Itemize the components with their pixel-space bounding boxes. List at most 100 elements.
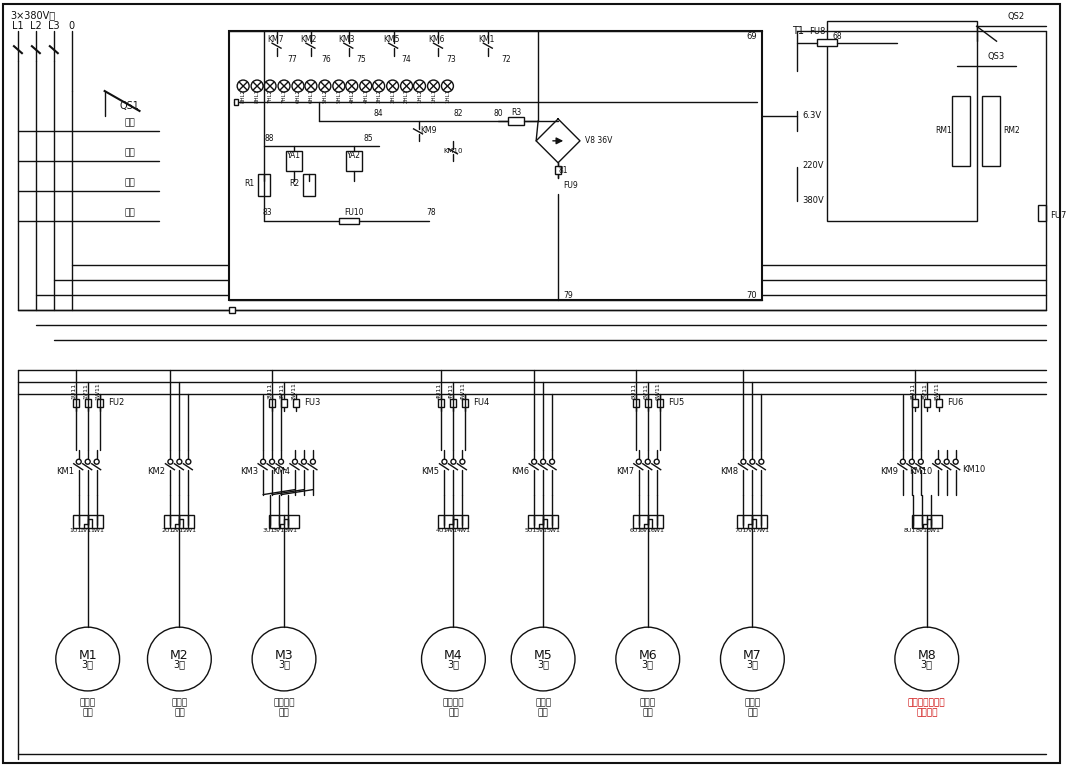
Circle shape [740, 459, 746, 464]
Text: 电机: 电机 [642, 709, 653, 717]
Bar [258, 174, 270, 196]
Circle shape [270, 459, 274, 464]
Circle shape [531, 459, 537, 464]
Text: 6V11: 6V11 [643, 383, 649, 399]
Text: 6W1: 6W1 [651, 528, 665, 533]
Text: 2V1: 2V1 [172, 528, 184, 533]
Circle shape [936, 459, 940, 464]
Text: KM3: KM3 [240, 467, 258, 476]
Bar [528, 515, 558, 528]
Circle shape [944, 459, 950, 464]
Text: KM10: KM10 [961, 466, 985, 474]
Text: M5: M5 [534, 649, 553, 662]
Circle shape [550, 459, 555, 464]
Text: 3～: 3～ [641, 659, 654, 669]
Text: KM6: KM6 [428, 35, 445, 44]
Text: 2W1: 2W1 [182, 528, 196, 533]
Bar [164, 515, 194, 528]
Bar [293, 399, 299, 407]
Text: 8W11: 8W11 [935, 382, 939, 400]
Text: QS3: QS3 [988, 51, 1005, 61]
Circle shape [451, 459, 456, 464]
Text: 8V11: 8V11 [922, 383, 927, 399]
Text: KM10: KM10 [909, 467, 933, 476]
Text: 8V1: 8V1 [915, 528, 928, 533]
Circle shape [360, 80, 371, 92]
Text: 5W1: 5W1 [546, 528, 560, 533]
Text: 1V1: 1V1 [80, 528, 92, 533]
Text: FU8: FU8 [809, 27, 826, 36]
Text: M6: M6 [638, 649, 657, 662]
Text: 电机: 电机 [538, 709, 548, 717]
Bar [644, 399, 651, 407]
Text: KM10: KM10 [444, 148, 463, 154]
Text: M3: M3 [274, 649, 293, 662]
Text: 3～: 3～ [921, 659, 933, 669]
Text: 电机: 电机 [174, 709, 185, 717]
Circle shape [428, 80, 440, 92]
Text: 吸尘器: 吸尘器 [640, 699, 656, 707]
Text: 81: 81 [558, 166, 568, 175]
Bar [1038, 205, 1047, 221]
Circle shape [251, 80, 264, 92]
Text: L1: L1 [12, 21, 23, 31]
Text: 1U1: 1U1 [69, 528, 82, 533]
Circle shape [909, 459, 914, 464]
Text: 80: 80 [493, 110, 503, 118]
Text: 1W1: 1W1 [91, 528, 105, 533]
Text: 72: 72 [501, 54, 511, 64]
Text: 7HL2: 7HL2 [268, 89, 272, 103]
Circle shape [278, 80, 290, 92]
Text: 右磨头: 右磨头 [535, 699, 552, 707]
Bar [439, 399, 445, 407]
Text: 4W11: 4W11 [461, 382, 466, 400]
Circle shape [414, 80, 426, 92]
Circle shape [94, 459, 99, 464]
Circle shape [55, 627, 120, 691]
Circle shape [292, 459, 298, 464]
Text: YA1: YA1 [287, 151, 301, 160]
Circle shape [654, 459, 659, 464]
Text: FU2: FU2 [108, 398, 124, 407]
Text: 柱塞泵: 柱塞泵 [745, 699, 761, 707]
Text: V8 36V: V8 36V [585, 137, 612, 145]
Text: 电机: 电机 [278, 709, 289, 717]
Circle shape [237, 80, 249, 92]
Text: KM8: KM8 [720, 467, 738, 476]
Text: 移动电机: 移动电机 [917, 709, 938, 717]
Circle shape [346, 80, 357, 92]
Text: QS2: QS2 [1008, 12, 1025, 21]
Text: 2U1: 2U1 [161, 528, 174, 533]
Text: 左磨头: 左磨头 [80, 699, 96, 707]
Text: 6V1: 6V1 [640, 528, 652, 533]
Text: M7: M7 [743, 649, 762, 662]
Text: 6U11: 6U11 [632, 383, 636, 399]
Bar [439, 515, 468, 528]
Text: KM9: KM9 [420, 127, 437, 136]
Circle shape [76, 459, 81, 464]
Text: M2: M2 [170, 649, 189, 662]
Circle shape [372, 80, 385, 92]
Text: 77: 77 [287, 54, 297, 64]
Circle shape [147, 627, 211, 691]
Text: 1V11: 1V11 [83, 383, 89, 399]
Circle shape [168, 459, 173, 464]
Bar [936, 399, 942, 407]
Circle shape [953, 459, 958, 464]
Text: 68: 68 [832, 31, 842, 41]
Circle shape [252, 627, 316, 691]
Text: 6W11: 6W11 [655, 382, 660, 400]
Text: QS1: QS1 [120, 101, 140, 111]
Text: 8HL1: 8HL1 [255, 89, 259, 103]
Text: 4HL1: 4HL1 [363, 89, 368, 103]
Text: L3: L3 [48, 21, 60, 31]
Text: 4V1: 4V1 [445, 528, 458, 533]
Bar [737, 515, 767, 528]
Text: 3～: 3～ [82, 659, 94, 669]
Text: FU5: FU5 [668, 398, 684, 407]
Text: 3～: 3～ [747, 659, 759, 669]
Text: 69: 69 [747, 31, 758, 41]
Text: KM9: KM9 [880, 467, 897, 476]
Bar [73, 515, 102, 528]
Bar [633, 515, 663, 528]
